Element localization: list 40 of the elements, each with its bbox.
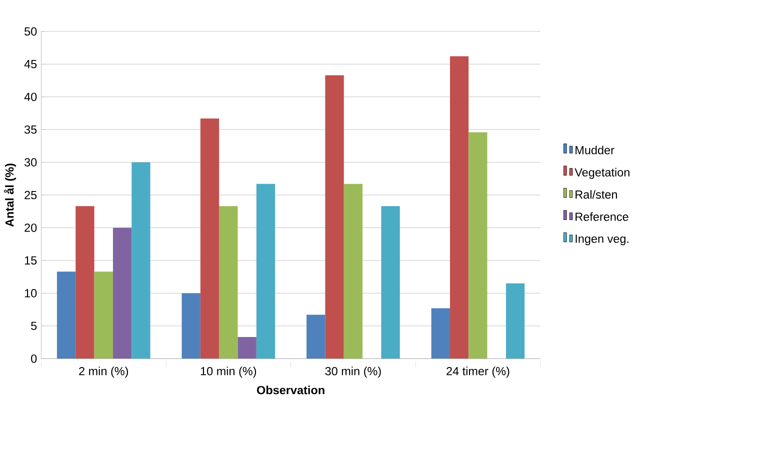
bar	[306, 314, 326, 359]
y-tick-label: 40	[24, 92, 37, 102]
bar	[256, 184, 276, 359]
y-tick-label: 15	[24, 256, 37, 265]
legend-label: Ral/sten	[576, 190, 617, 199]
y-tick-label: 5	[31, 322, 37, 330]
bar	[431, 308, 450, 359]
bar	[450, 56, 469, 359]
legend-label: Reference	[576, 212, 628, 221]
y-axis-title: Antal ål (%)	[4, 164, 16, 227]
x-tick-label: 10 min (%)	[200, 366, 256, 378]
y-tick-label: 30	[24, 158, 37, 166]
bar	[506, 283, 525, 359]
bar	[238, 337, 256, 359]
bar	[381, 206, 400, 359]
legend-label: Vegetation	[574, 168, 630, 179]
legend-label: Mudder	[576, 146, 614, 154]
bar	[76, 206, 94, 359]
x-tick-label: 2 min (%)	[79, 366, 128, 378]
y-tick-label: 25	[24, 190, 37, 200]
bar	[56, 272, 76, 359]
bar	[325, 75, 344, 359]
bar	[468, 132, 488, 359]
y-tick-label: 0	[31, 354, 37, 363]
y-tick-label: 35	[24, 125, 37, 134]
bar	[112, 228, 132, 359]
bar	[344, 184, 363, 359]
bar	[219, 206, 238, 359]
bar	[132, 162, 150, 359]
y-tick-label: 20	[24, 224, 37, 232]
bar	[200, 118, 220, 359]
x-axis-title: Observation	[257, 386, 324, 394]
y-tick-label: 45	[24, 60, 37, 68]
y-tick-label: 50	[24, 27, 37, 36]
x-tick-label: 24 timer (%)	[446, 366, 510, 378]
bar	[182, 293, 200, 359]
legend-label: Ingen veg.	[576, 234, 628, 246]
x-tick-label: 30 min (%)	[325, 366, 381, 378]
y-tick-label: 10	[24, 289, 37, 298]
bar	[94, 272, 113, 359]
